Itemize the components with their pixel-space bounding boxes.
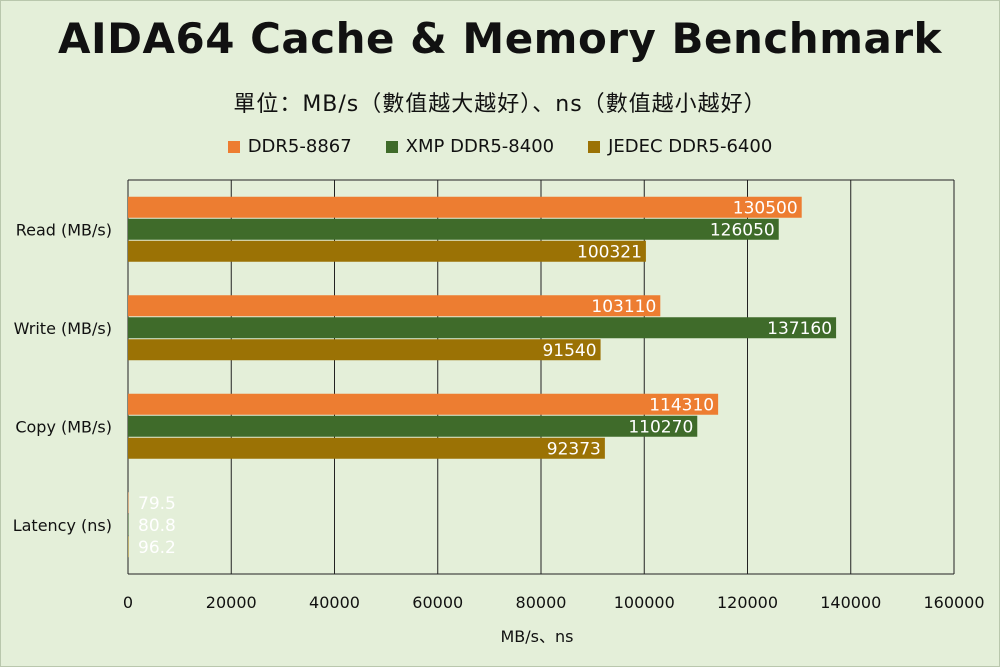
data-label: 79.5: [138, 494, 176, 514]
data-label: 92373: [547, 439, 601, 459]
legend-swatch: [588, 140, 601, 153]
chart-title: AIDA64 Cache & Memory Benchmark: [58, 14, 942, 63]
data-label: 126050: [710, 220, 775, 240]
x-tick-label: 100000: [614, 593, 675, 612]
data-label: 80.8: [138, 516, 176, 536]
legend-swatch: [385, 140, 398, 153]
data-label: 103110: [591, 297, 656, 317]
bar: [128, 339, 601, 361]
bar: [128, 240, 646, 262]
data-label: 110270: [628, 417, 693, 437]
data-label: 137160: [767, 319, 832, 339]
legend-swatch: [227, 140, 240, 153]
bar: [128, 317, 837, 339]
data-label: 91540: [542, 341, 596, 361]
x-tick-label: 40000: [309, 593, 360, 612]
x-tick-label: 140000: [820, 593, 881, 612]
category-label: Copy (MB/s): [15, 417, 112, 436]
bar: [128, 415, 698, 437]
x-tick-label: 60000: [412, 593, 463, 612]
data-label: 100321: [577, 242, 642, 262]
x-axis-label: MB/s、ns: [501, 627, 574, 646]
data-label: 96.2: [138, 538, 176, 558]
x-tick-label: 120000: [717, 593, 778, 612]
legend-label: JEDEC DDR5-6400: [608, 136, 773, 157]
legend-item-jedec-ddr5-6400: JEDEC DDR5-6400: [588, 136, 772, 157]
legend-label: XMP DDR5-8400: [405, 136, 555, 157]
x-tick-label: 0: [123, 593, 133, 612]
bar: [128, 218, 779, 240]
category-label: Latency (ns): [13, 516, 112, 535]
x-tick-label: 160000: [923, 593, 984, 612]
bar: [128, 295, 661, 317]
chart-subtitle: 單位：MB/s（數值越大越好）、ns（數值越小越好）: [233, 92, 767, 117]
bar: [128, 437, 605, 459]
category-label: Read (MB/s): [16, 220, 112, 239]
data-label: 114310: [649, 395, 714, 415]
category-label: Write (MB/s): [14, 319, 112, 338]
x-tick-label: 80000: [516, 593, 567, 612]
legend-item-ddr5-8867: DDR5-8867: [227, 136, 352, 157]
legend: DDR5-8867 XMP DDR5-8400 JEDEC DDR5-6400: [0, 136, 1000, 157]
x-tick-label: 20000: [206, 593, 257, 612]
legend-label: DDR5-8867: [247, 136, 352, 157]
data-label: 130500: [733, 198, 798, 218]
legend-item-xmp-ddr5-8400: XMP DDR5-8400: [385, 136, 555, 157]
bar: [128, 393, 719, 415]
bar: [128, 196, 802, 218]
